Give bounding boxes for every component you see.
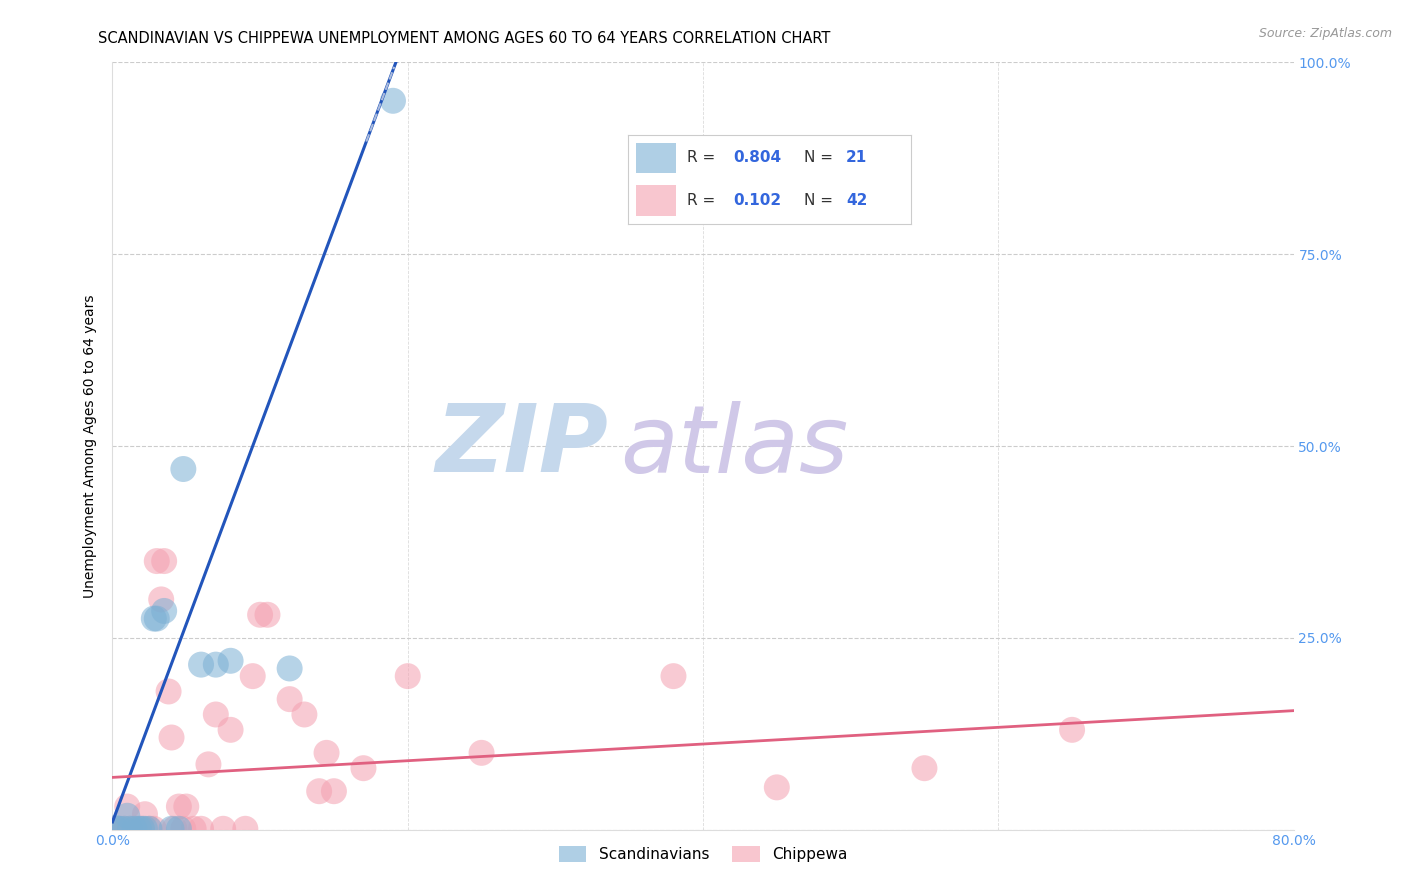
Point	[292, 707, 315, 722]
Point	[146, 554, 169, 568]
Point	[382, 94, 405, 108]
Text: R =: R =	[688, 150, 720, 165]
Point	[146, 612, 169, 626]
Point	[233, 822, 256, 836]
Point	[104, 822, 127, 836]
Point	[315, 746, 337, 760]
Point	[470, 746, 494, 760]
Point	[219, 723, 242, 737]
Point	[134, 822, 156, 836]
Text: N =: N =	[804, 193, 838, 208]
Point	[131, 822, 153, 836]
Text: N =: N =	[804, 150, 838, 165]
Point	[117, 799, 138, 814]
Point	[183, 822, 205, 836]
Point	[128, 822, 150, 836]
Point	[157, 684, 180, 698]
Point	[219, 654, 242, 668]
Point	[190, 657, 212, 672]
Legend: Scandinavians, Chippewa: Scandinavians, Chippewa	[553, 839, 853, 868]
Point	[124, 822, 146, 836]
Point	[1062, 723, 1084, 737]
Y-axis label: Unemployment Among Ages 60 to 64 years: Unemployment Among Ages 60 to 64 years	[83, 294, 97, 598]
Point	[112, 822, 135, 836]
Point	[662, 669, 685, 683]
Point	[197, 757, 219, 772]
Point	[117, 809, 138, 823]
Text: 0.804: 0.804	[733, 150, 780, 165]
Point	[172, 462, 194, 476]
Point	[120, 822, 142, 836]
Point	[150, 592, 173, 607]
Point	[108, 822, 131, 836]
Point	[128, 822, 150, 836]
Text: SCANDINAVIAN VS CHIPPEWA UNEMPLOYMENT AMONG AGES 60 TO 64 YEARS CORRELATION CHAR: SCANDINAVIAN VS CHIPPEWA UNEMPLOYMENT AM…	[98, 31, 831, 46]
Point	[120, 822, 142, 836]
Point	[160, 731, 183, 745]
Point	[174, 799, 197, 814]
Point	[138, 822, 160, 836]
Point	[323, 784, 346, 798]
Point	[242, 669, 264, 683]
Point	[766, 780, 789, 795]
Point	[914, 761, 936, 775]
Point	[172, 822, 194, 836]
Point	[160, 822, 183, 836]
Text: Source: ZipAtlas.com: Source: ZipAtlas.com	[1258, 27, 1392, 40]
Point	[138, 822, 160, 836]
Point	[134, 807, 156, 822]
Text: 0.102: 0.102	[733, 193, 780, 208]
Point	[131, 822, 153, 836]
Point	[308, 784, 330, 798]
Point	[205, 707, 228, 722]
Point	[212, 822, 235, 836]
Point	[278, 692, 301, 706]
Point	[108, 822, 131, 836]
Point	[249, 607, 271, 622]
Text: ZIP: ZIP	[436, 400, 609, 492]
Point	[163, 822, 186, 836]
Bar	[637, 143, 676, 173]
Text: 42: 42	[846, 193, 868, 208]
Point	[124, 822, 146, 836]
Point	[167, 799, 190, 814]
Point	[396, 669, 419, 683]
Point	[104, 821, 127, 835]
Point	[167, 822, 190, 836]
Bar	[637, 186, 676, 216]
Text: 21: 21	[846, 150, 868, 165]
Point	[256, 607, 278, 622]
Text: atlas: atlas	[620, 401, 849, 491]
Point	[190, 822, 212, 836]
Point	[278, 661, 301, 675]
Point	[153, 554, 176, 568]
Point	[142, 822, 165, 836]
Point	[205, 657, 228, 672]
Point	[352, 761, 374, 775]
Point	[112, 822, 135, 836]
Point	[153, 604, 176, 618]
Text: R =: R =	[688, 193, 720, 208]
Point	[142, 612, 165, 626]
